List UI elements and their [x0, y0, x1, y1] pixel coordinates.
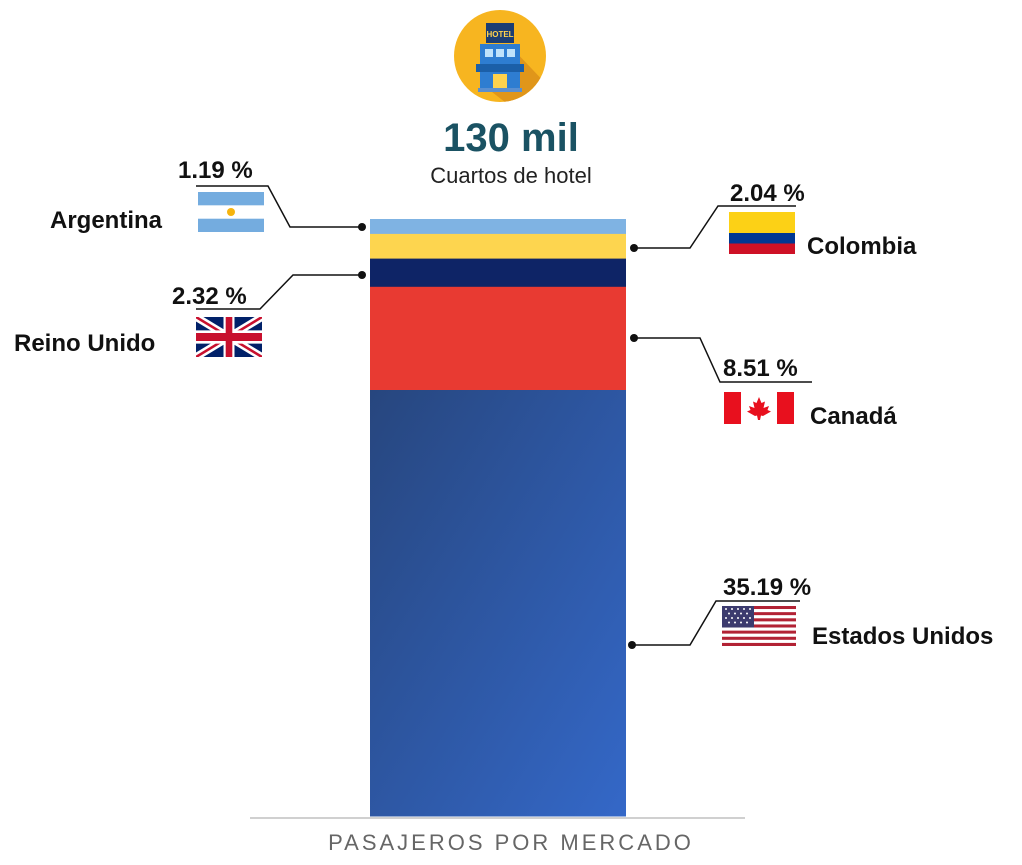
colombia-flag-icon — [729, 212, 795, 254]
leader-uk — [196, 274, 362, 310]
uk-flag-icon — [196, 317, 262, 357]
chart-subtitle: Cuartos de hotel — [430, 163, 592, 188]
bar-segment-colombia — [370, 233, 626, 259]
pct-label-uk: 2.32 % — [172, 283, 247, 310]
bar-segment-uk — [370, 258, 626, 287]
leader-dot-uk — [358, 271, 366, 279]
canada-flag-icon — [724, 392, 794, 424]
country-label-argentina: Argentina — [50, 207, 163, 234]
pct-label-canada: 8.51 % — [723, 355, 798, 382]
leader-usa — [632, 600, 800, 646]
country-label-usa: Estados Unidos — [812, 623, 994, 650]
leader-dot-argentina — [358, 223, 366, 231]
hotel-icon: HOTEL — [454, 10, 546, 102]
pct-label-colombia: 2.04 % — [730, 180, 805, 207]
svg-text:HOTEL: HOTEL — [486, 30, 513, 39]
argentina-flag-icon — [198, 192, 264, 232]
usa-flag-icon — [722, 606, 796, 646]
pct-label-argentina: 1.19 % — [178, 157, 253, 184]
leader-dot-usa — [628, 641, 636, 649]
leader-dot-canada — [630, 334, 638, 342]
country-label-colombia: Colombia — [807, 233, 917, 260]
x-axis-label: PASAJEROS POR MERCADO — [328, 830, 694, 855]
total-value: 130 mil — [443, 116, 579, 160]
leader-argentina — [196, 185, 362, 228]
country-label-canada: Canadá — [810, 403, 897, 430]
bar-segment-argentina — [370, 219, 626, 234]
bar-segment-usa — [370, 389, 626, 817]
pct-label-usa: 35.19 % — [723, 574, 812, 601]
bar-segment-canada — [370, 286, 626, 390]
leader-canada — [634, 337, 812, 383]
leader-dot-colombia — [630, 244, 638, 252]
country-label-uk: Reino Unido — [14, 330, 156, 357]
leader-colombia — [634, 205, 796, 249]
